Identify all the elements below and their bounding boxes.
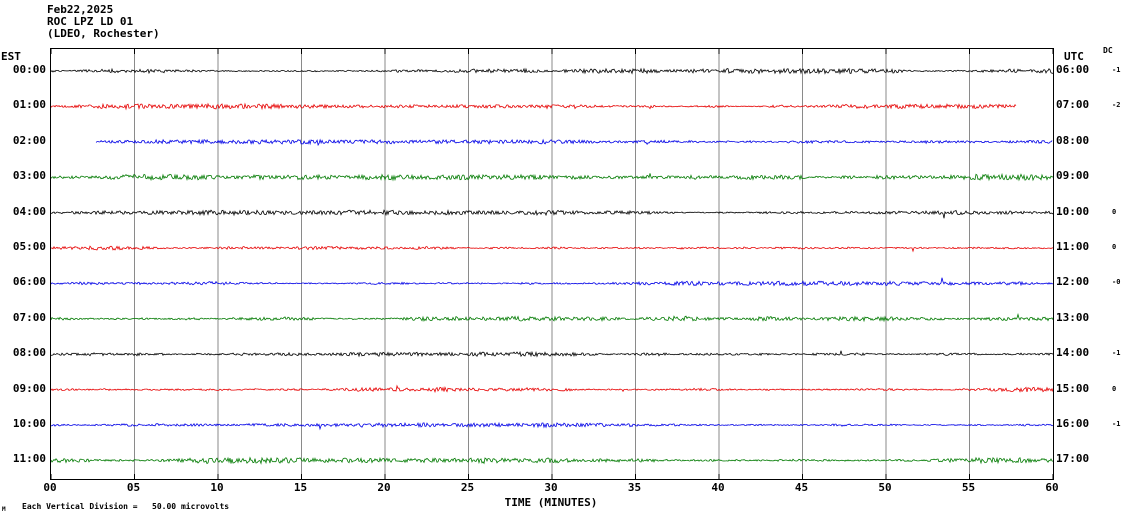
header-location: (LDEO, Rochester) xyxy=(47,27,160,40)
utc-time-label-5: 11:00 xyxy=(1056,240,1090,253)
trace-row-0300 xyxy=(51,172,1053,182)
dc-value-0: -1 xyxy=(1112,66,1121,74)
trace-row-0500 xyxy=(51,245,1053,253)
est-time-label-1: 01:00 xyxy=(12,98,46,112)
helicorder-traces xyxy=(51,49,1053,479)
est-time-label-10: 10:00 xyxy=(12,417,46,430)
utc-time-label-2: 08:00 xyxy=(1056,133,1090,147)
utc-time-label-10: 16:00 xyxy=(1056,417,1090,430)
x-tick-label-60: 60 xyxy=(1045,481,1059,494)
utc-time-label-3: 09:00 xyxy=(1056,169,1090,183)
trace-row-0100 xyxy=(51,102,1017,111)
est-time-label-5: 05:00 xyxy=(12,240,46,253)
est-time-label-8: 08:00 xyxy=(12,346,46,360)
x-tick-label-45: 45 xyxy=(794,481,809,494)
trace-row-0900 xyxy=(51,384,1053,393)
trace-row-0700 xyxy=(51,313,1053,323)
x-tick-label-10: 10 xyxy=(210,481,224,494)
x-axis-title: TIME (MINUTES) xyxy=(504,496,598,509)
trace-row-0600 xyxy=(51,277,1053,287)
right-axis-label-utc: UTC xyxy=(1064,50,1084,63)
est-time-label-9: 09:00 xyxy=(12,381,46,395)
trace-row-0400 xyxy=(51,209,1053,219)
footer-mark: M xyxy=(2,506,6,513)
utc-time-label-8: 14:00 xyxy=(1056,346,1090,360)
dc-column-label: DC xyxy=(1103,46,1113,55)
utc-time-label-4: 10:00 xyxy=(1056,204,1090,218)
est-time-label-3: 03:00 xyxy=(12,169,46,183)
x-tick-label-40: 40 xyxy=(711,481,725,494)
dc-value-4: 0 xyxy=(1112,207,1117,216)
x-tick-label-55: 55 xyxy=(961,481,976,494)
utc-time-label-6: 12:00 xyxy=(1056,275,1090,289)
header-date: Feb22,2025 xyxy=(47,3,114,16)
trace-row-0200 xyxy=(95,138,1053,147)
x-tick-label-35: 35 xyxy=(627,481,642,494)
x-tick-label-25: 25 xyxy=(460,481,475,494)
vertical-division-scale-note: Each Vertical Division = 50.00 microvolt… xyxy=(22,502,230,511)
dc-value-8: -1 xyxy=(1112,349,1121,358)
est-time-label-6: 06:00 xyxy=(12,275,46,289)
trace-row-1100 xyxy=(51,456,1053,465)
est-time-label-11: 11:00 xyxy=(12,452,46,466)
dc-value-5: 0 xyxy=(1112,243,1117,251)
utc-time-label-1: 07:00 xyxy=(1056,98,1090,112)
x-tick-label-20: 20 xyxy=(377,481,391,494)
header-station-id: ROC LPZ LD 01 xyxy=(47,15,134,28)
x-tick-label-50: 50 xyxy=(878,481,892,494)
utc-time-label-7: 13:00 xyxy=(1056,310,1090,324)
left-axis-label-est: EST xyxy=(1,50,21,63)
plot-frame xyxy=(50,48,1054,480)
trace-row-1000 xyxy=(51,421,1053,431)
utc-time-label-0: 06:00 xyxy=(1056,63,1090,76)
utc-time-label-11: 17:00 xyxy=(1056,452,1090,466)
dc-value-10: -1 xyxy=(1112,420,1121,428)
trace-row-0800 xyxy=(51,350,1053,358)
est-time-label-4: 04:00 xyxy=(12,204,46,218)
est-time-label-2: 02:00 xyxy=(12,133,46,147)
x-tick-label-05: 05 xyxy=(126,481,141,494)
est-time-label-7: 07:00 xyxy=(12,310,46,324)
x-tick-label-15: 15 xyxy=(293,481,308,494)
dc-value-1: -2 xyxy=(1112,101,1121,110)
x-tick-label-30: 30 xyxy=(544,481,558,494)
dc-value-9: 0 xyxy=(1112,384,1117,393)
dc-value-6: -0 xyxy=(1112,278,1121,287)
x-tick-label-00: 00 xyxy=(43,481,57,494)
est-time-label-0: 00:00 xyxy=(12,63,46,76)
utc-time-label-9: 15:00 xyxy=(1056,381,1090,395)
trace-row-0000 xyxy=(51,67,1053,75)
